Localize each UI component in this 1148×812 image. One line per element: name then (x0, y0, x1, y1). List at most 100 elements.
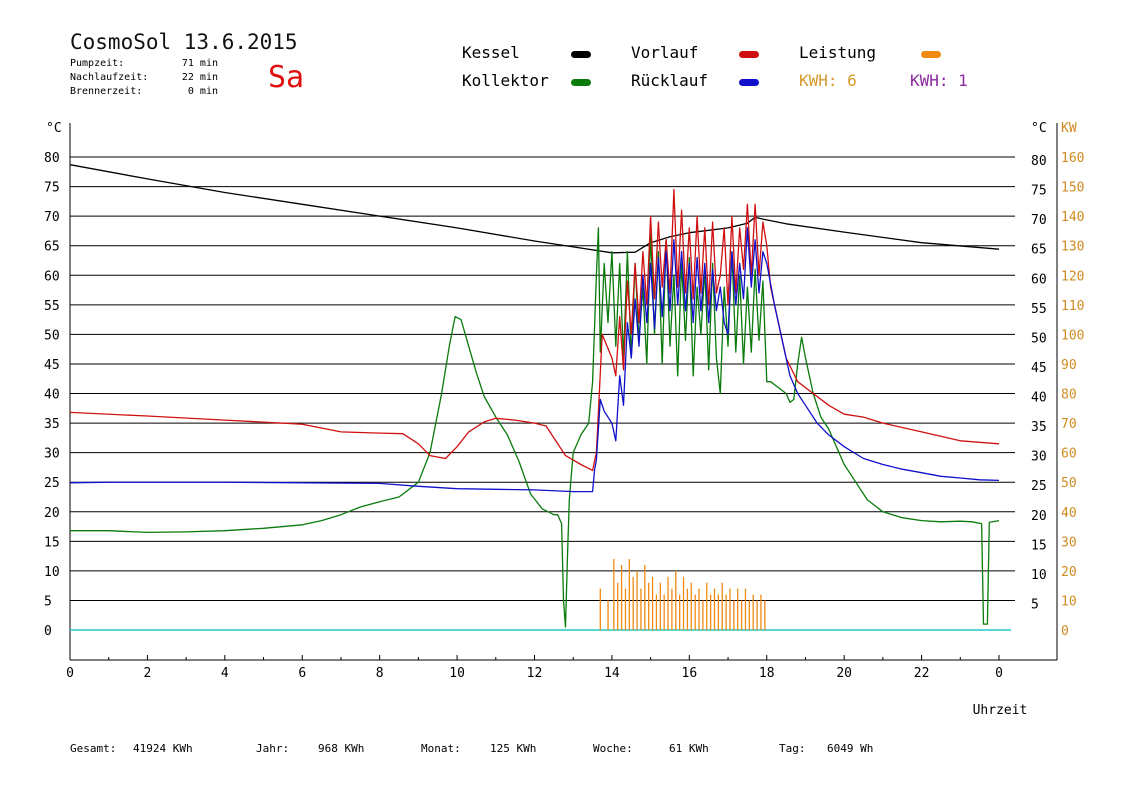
y-tick-label-left: 80 (44, 151, 60, 166)
y-tick-label-right-c: 75 (1031, 184, 1047, 199)
y-tick-label-right-c: 60 (1031, 272, 1047, 287)
y-tick-label-left: 40 (44, 388, 60, 403)
y-axis-label-right-c: °C (1031, 121, 1047, 136)
y-tick-label-right-kw: 140 (1061, 210, 1084, 225)
legend-ruecklauf-swatch (739, 79, 759, 86)
nachlaufzeit-row: Nachlaufzeit: 22 min (70, 71, 230, 84)
y-tick-label-right-kw: 40 (1061, 506, 1077, 521)
y-tick-label-right-c: 40 (1031, 391, 1047, 406)
legend-kollektor-label: Kollektor (462, 71, 549, 90)
x-axis-label: Uhrzeit (973, 703, 1028, 718)
jahr-value: 968 KWh (318, 742, 365, 755)
y-tick-label-right-c: 80 (1031, 154, 1047, 169)
x-tick-label: 18 (759, 666, 775, 681)
series-line-vorlauf (69, 188, 1000, 472)
y-tick-label-right-c: 20 (1031, 509, 1047, 524)
page-title: CosmoSol 13.6.2015 (70, 30, 298, 54)
pumpzeit-label: Pumpzeit: (70, 58, 125, 69)
y-tick-label-right-kw: 20 (1061, 565, 1077, 580)
legend-kessel-swatch (571, 51, 591, 58)
y-tick-label-left: 20 (44, 506, 60, 521)
legend-leistung-swatch (921, 51, 941, 58)
y-tick-label-right-kw: 160 (1061, 151, 1084, 166)
legend-kessel-label: Kessel (462, 43, 520, 62)
x-tick-label: 4 (221, 666, 229, 681)
y-tick-label-right-c: 35 (1031, 420, 1047, 435)
y-tick-label-left: 55 (44, 299, 60, 314)
weekday-label: Sa (268, 60, 305, 95)
legend-kwh-solar: KWH: 6 (799, 71, 857, 90)
legend-kollektor-swatch (571, 79, 591, 86)
nachlaufzeit-label: Nachlaufzeit: (70, 72, 149, 83)
y-tick-label-right-kw: 150 (1061, 181, 1084, 196)
pumpzeit-row: Pumpzeit: 71 min (70, 57, 230, 70)
y-tick-label-left: 10 (44, 565, 60, 580)
y-tick-label-left: 0 (44, 624, 52, 639)
series-line-ruecklauf (69, 227, 1000, 493)
brennerzeit-label: Brennerzeit: (70, 86, 143, 97)
x-tick-label: 10 (449, 666, 465, 681)
y-tick-label-left: 45 (44, 358, 60, 373)
y-tick-label-right-c: 25 (1031, 479, 1047, 494)
tag-value: 6049 Wh (827, 742, 874, 755)
legend-ruecklauf-label: Rücklauf (631, 71, 709, 90)
y-tick-label-right-c: 50 (1031, 331, 1047, 346)
y-tick-label-left: 60 (44, 269, 60, 284)
x-tick-label: 8 (376, 666, 384, 681)
x-tick-label: 6 (298, 666, 306, 681)
y-tick-label-right-c: 70 (1031, 213, 1047, 228)
y-tick-label-right-kw: 130 (1061, 240, 1084, 255)
y-tick-label-right-c: 55 (1031, 302, 1047, 317)
y-axis-label-left: °C (46, 121, 62, 136)
y-tick-label-left: 35 (44, 417, 60, 432)
x-tick-label: 2 (144, 666, 152, 681)
monat-value: 125 KWh (490, 742, 537, 755)
gesamt-value: 41924 KWh (133, 742, 193, 755)
monat-label: Monat: (421, 742, 461, 755)
woche-label: Woche: (593, 742, 633, 755)
y-tick-label-right-c: 30 (1031, 450, 1047, 465)
y-tick-label-right-kw: 80 (1061, 388, 1077, 403)
y-tick-label-left: 50 (44, 328, 60, 343)
y-tick-label-left: 75 (44, 181, 60, 196)
y-tick-label-right-kw: 70 (1061, 417, 1077, 432)
y-tick-label-left: 30 (44, 447, 60, 462)
y-tick-label-right-kw: 120 (1061, 269, 1084, 284)
y-tick-label-left: 15 (44, 535, 60, 550)
jahr-label: Jahr: (256, 742, 290, 755)
nachlaufzeit-value: 22 min (181, 72, 218, 83)
y-tick-label-left: 70 (44, 210, 60, 225)
tag-label: Tag: (779, 742, 806, 755)
x-tick-label: 0 (66, 666, 74, 681)
woche-value: 61 KWh (669, 742, 709, 755)
y-tick-label-right-kw: 50 (1061, 476, 1077, 491)
y-axis-label-right-kw: KW (1061, 121, 1077, 136)
legend-kwh-burner: KWH: 1 (910, 71, 968, 90)
series-line-kessel (69, 164, 1000, 254)
y-tick-label-right-kw: 110 (1061, 299, 1084, 314)
y-tick-label-right-c: 10 (1031, 568, 1047, 583)
x-tick-label: 22 (914, 666, 930, 681)
y-tick-label-right-c: 15 (1031, 538, 1047, 553)
pumpzeit-value: 71 min (181, 58, 218, 69)
y-tick-label-right-kw: 100 (1061, 328, 1084, 343)
series-line-kollektor (70, 227, 1000, 628)
legend-leistung-label: Leistung (799, 43, 877, 62)
y-tick-label-left: 25 (44, 476, 60, 491)
brennerzeit-row: Brennerzeit: 0 min (70, 85, 230, 98)
y-tick-label-right-c: 65 (1031, 243, 1047, 258)
x-tick-label: 14 (604, 666, 620, 681)
legend-vorlauf-swatch (739, 51, 759, 58)
y-tick-label-right-kw: 30 (1061, 535, 1077, 550)
y-tick-label-left: 65 (44, 240, 60, 255)
x-tick-label: 0 (995, 666, 1003, 681)
y-tick-label-right-kw: 60 (1061, 447, 1077, 462)
gesamt-label: Gesamt: (70, 742, 117, 755)
brennerzeit-value: 0 min (187, 86, 218, 97)
y-tick-label-right-kw: 90 (1061, 358, 1077, 373)
x-tick-label: 20 (836, 666, 852, 681)
y-tick-label-left: 5 (44, 594, 52, 609)
legend-vorlauf-label: Vorlauf (631, 43, 699, 62)
y-tick-label-right-kw: 0 (1061, 624, 1069, 639)
